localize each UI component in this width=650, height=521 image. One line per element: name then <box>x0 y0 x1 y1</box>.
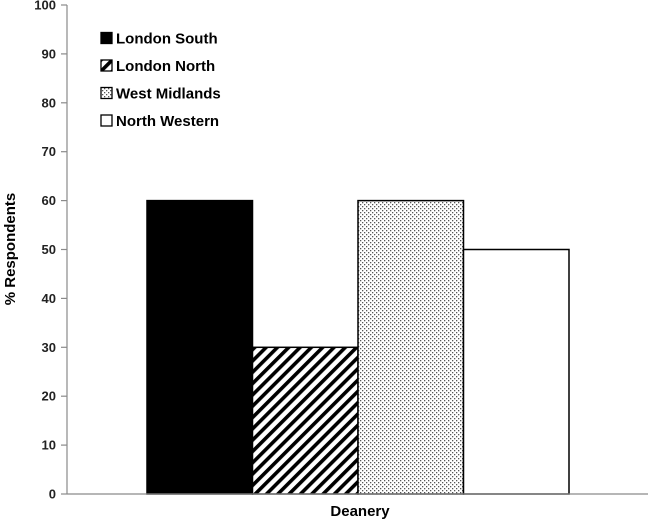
bars <box>146 199 570 495</box>
y-axis-ticks: 0 10 20 30 40 50 60 70 80 90 100 <box>34 0 67 502</box>
y-tick-label: 20 <box>42 389 56 404</box>
bar-west-midlands <box>357 199 465 495</box>
x-axis-title: Deanery <box>330 503 390 520</box>
bar-london-north <box>251 346 359 495</box>
legend-swatch <box>100 114 113 127</box>
y-axis-title: % Respondents <box>2 193 19 306</box>
bar-london-south <box>146 199 254 495</box>
legend-label: North Western <box>116 113 219 130</box>
y-tick-label: 10 <box>42 438 56 453</box>
y-tick-label: 0 <box>49 487 56 502</box>
y-tick-label: 100 <box>34 0 56 13</box>
y-tick-label: 60 <box>42 193 56 208</box>
legend-swatch <box>100 86 113 100</box>
legend-label: London South <box>116 31 218 48</box>
y-tick-label: 50 <box>42 242 56 257</box>
y-tick-label: 90 <box>42 46 56 61</box>
legend: London South London North West Midlands Nor… <box>100 31 221 130</box>
y-tick-label: 40 <box>42 291 56 306</box>
y-tick-label: 70 <box>42 144 56 159</box>
legend-label: West Midlands <box>116 86 221 103</box>
y-tick-label: 30 <box>42 340 56 355</box>
y-tick-label: 80 <box>42 95 56 110</box>
legend-label: London North <box>116 58 215 75</box>
legend-swatch <box>100 59 113 72</box>
legend-swatch <box>100 31 113 45</box>
bar-north-western <box>462 248 570 495</box>
